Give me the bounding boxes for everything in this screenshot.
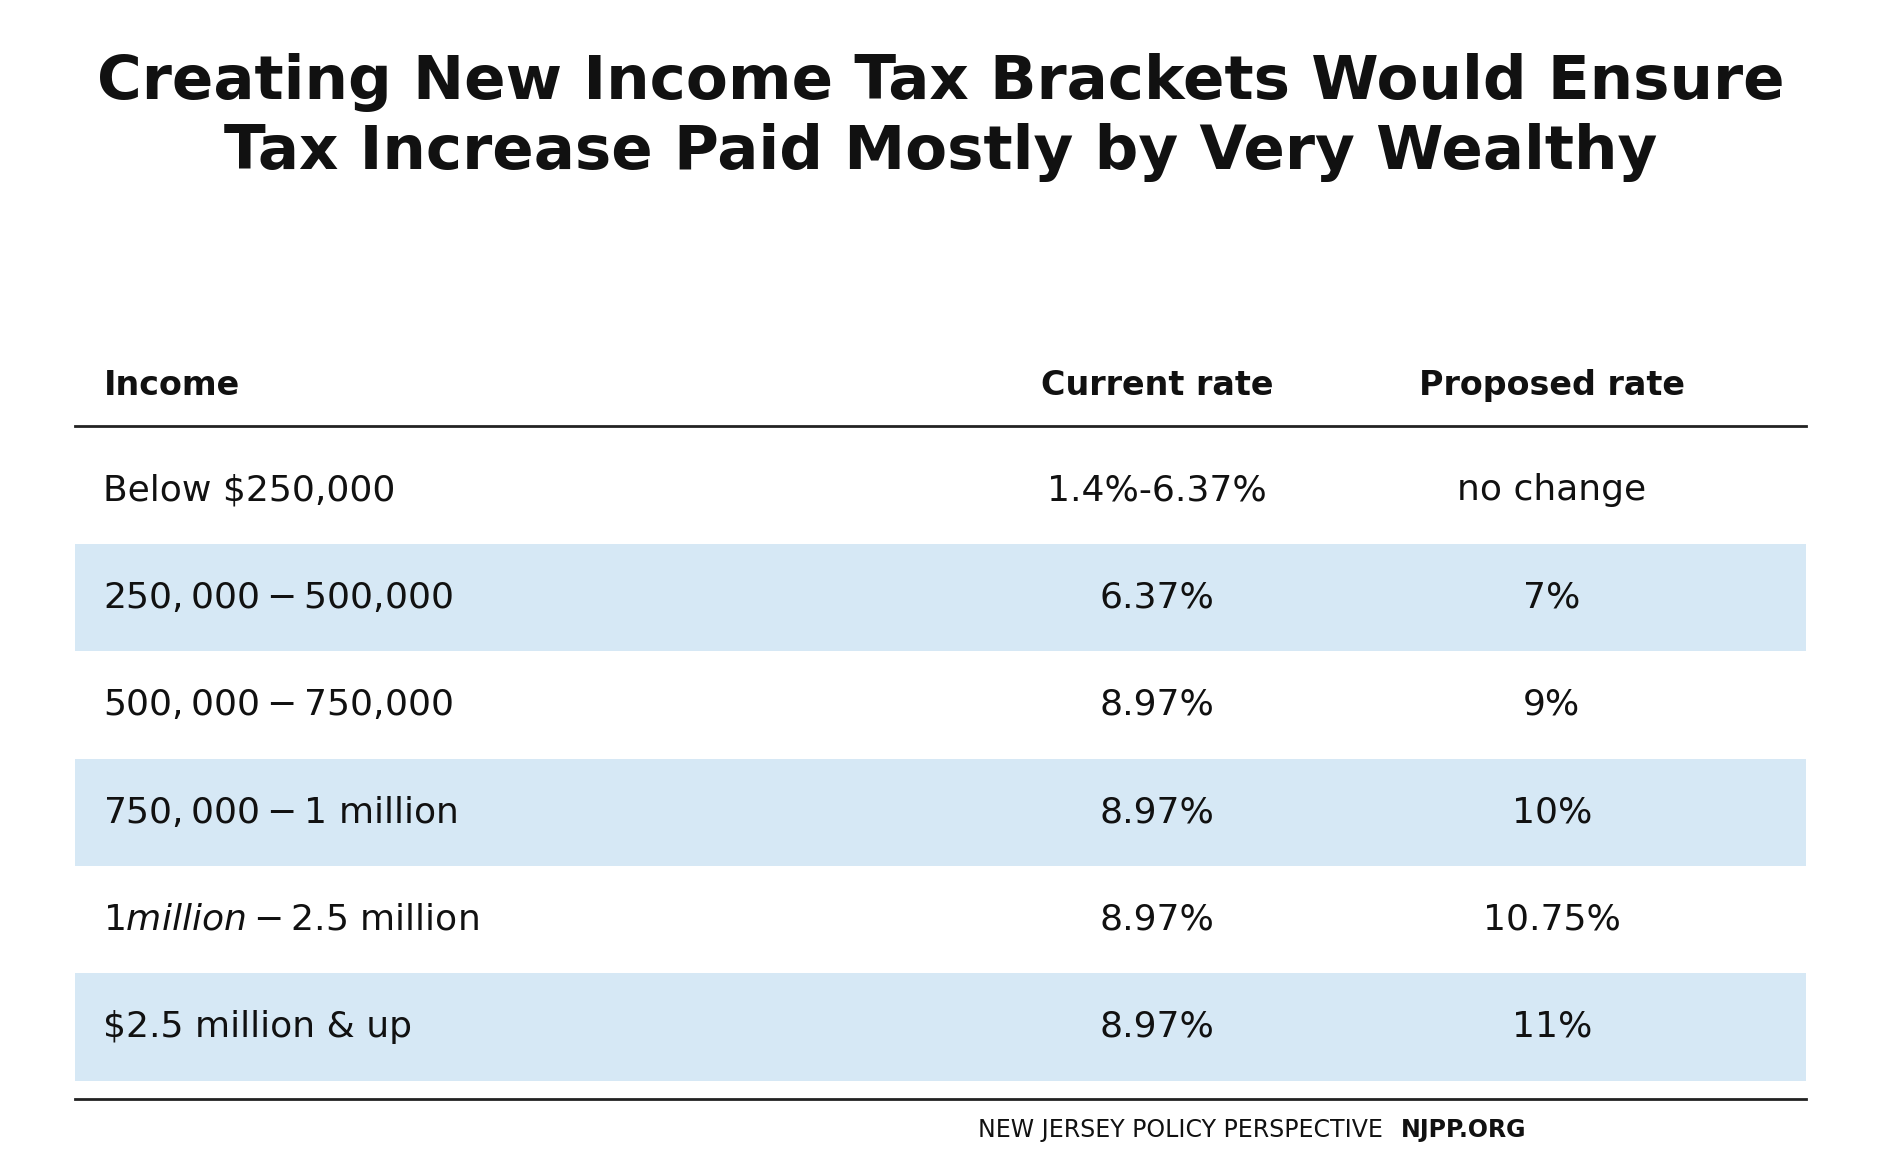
Bar: [75, 973, 1805, 1081]
Text: Current rate: Current rate: [1040, 369, 1273, 401]
Text: $750,000-$1 million: $750,000-$1 million: [103, 795, 457, 830]
Text: no change: no change: [1457, 473, 1645, 508]
Text: NEW JERSEY POLICY PERSPECTIVE: NEW JERSEY POLICY PERSPECTIVE: [978, 1118, 1382, 1141]
Text: 1.4%-6.37%: 1.4%-6.37%: [1047, 473, 1265, 508]
Text: NJPP.ORG: NJPP.ORG: [1401, 1118, 1527, 1141]
Text: $2.5 million & up: $2.5 million & up: [103, 1009, 412, 1044]
Text: $250,000-$500,000: $250,000-$500,000: [103, 580, 453, 615]
Text: 8.97%: 8.97%: [1098, 687, 1214, 722]
Text: 8.97%: 8.97%: [1098, 1009, 1214, 1044]
Text: Proposed rate: Proposed rate: [1418, 369, 1684, 401]
Text: 10%: 10%: [1512, 795, 1590, 830]
Text: Income: Income: [103, 369, 239, 401]
Text: Below $250,000: Below $250,000: [103, 473, 395, 508]
Text: 9%: 9%: [1523, 687, 1579, 722]
Text: $1 million-$2.5 million: $1 million-$2.5 million: [103, 902, 479, 937]
Text: 10.75%: 10.75%: [1481, 902, 1621, 937]
Text: $500,000-$750,000: $500,000-$750,000: [103, 687, 453, 722]
Text: 11%: 11%: [1512, 1009, 1590, 1044]
Text: 8.97%: 8.97%: [1098, 902, 1214, 937]
Text: 8.97%: 8.97%: [1098, 795, 1214, 830]
Bar: [75, 544, 1805, 651]
Text: 7%: 7%: [1523, 580, 1579, 615]
Bar: [75, 759, 1805, 866]
Text: Creating New Income Tax Brackets Would Ensure
Tax Increase Paid Mostly by Very W: Creating New Income Tax Brackets Would E…: [96, 53, 1784, 182]
Text: 6.37%: 6.37%: [1098, 580, 1214, 615]
